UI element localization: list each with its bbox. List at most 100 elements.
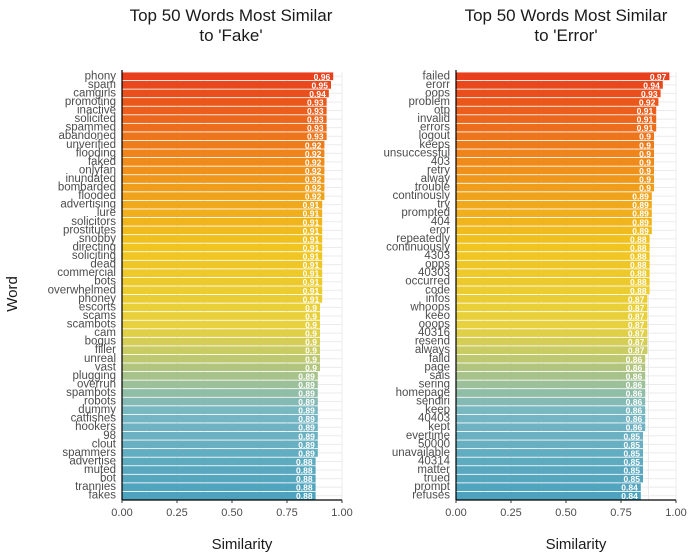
x-axis-label: Similarity (212, 536, 273, 553)
bar-plugging (122, 372, 318, 380)
category-label: spam (88, 79, 116, 91)
bar-50000 (456, 440, 643, 449)
bar-refuses (456, 491, 641, 500)
category-label: kept (428, 421, 451, 433)
bar-lure (122, 209, 323, 218)
category-label: overwhelmed (48, 284, 116, 296)
value-label: 0.88 (296, 466, 313, 476)
bar-phoney (122, 294, 323, 303)
category-label: prompt (414, 481, 451, 493)
value-label: 0.87 (628, 329, 645, 339)
category-label: sering (419, 378, 450, 390)
category-label: otp (434, 105, 450, 117)
category-label: invalid (417, 113, 450, 125)
value-label: 0.88 (630, 252, 647, 262)
value-label: 0.91 (303, 217, 320, 227)
value-label: 0.85 (623, 440, 640, 450)
value-label: 0.88 (296, 483, 313, 493)
category-label: 40403 (418, 413, 450, 425)
category-label: commercial (57, 267, 116, 279)
bar-keeo (456, 312, 648, 320)
bar-muted (122, 466, 316, 474)
x-tick-label: 0.50 (555, 507, 576, 519)
category-label: bots (94, 276, 116, 288)
category-label: camgirls (73, 87, 116, 99)
category-label: homepage (396, 387, 450, 399)
category-label: resend (415, 336, 450, 348)
bar-directing (122, 243, 323, 252)
x-tick-label: 0.75 (610, 507, 631, 519)
chart-title: to 'Fake' (199, 26, 262, 45)
bar-dummy (122, 406, 318, 414)
category-label: robots (84, 396, 116, 408)
category-label: bogus (85, 336, 117, 348)
bar-promoting (122, 98, 327, 106)
bar-flooding (122, 149, 325, 158)
category-label: ooops (419, 319, 451, 331)
value-label: 0.95 (311, 80, 328, 90)
bar-evertime (456, 431, 643, 440)
value-label: 0.89 (298, 448, 315, 458)
value-label: 0.85 (623, 457, 640, 467)
value-label: 0.9 (305, 329, 317, 339)
value-label: 0.89 (632, 226, 649, 236)
category-label: 40314 (418, 455, 451, 467)
category-label: failed (423, 70, 451, 82)
value-label: 0.88 (630, 243, 647, 253)
value-label: 0.89 (298, 406, 315, 416)
bar-abandoned (122, 132, 327, 141)
category-label: lure (97, 207, 116, 219)
value-label: 0.86 (626, 354, 643, 364)
category-label: clout (92, 438, 117, 450)
value-label: 0.92 (305, 175, 322, 185)
value-label: 0.9 (305, 311, 317, 321)
x-tick-label: 1.00 (665, 507, 686, 519)
bar-escorts (122, 303, 320, 312)
bar-trannies (122, 483, 316, 492)
category-label: sais (430, 370, 451, 382)
bar-40316 (456, 329, 648, 337)
value-label: 0.91 (637, 123, 654, 133)
bar-otp (456, 106, 657, 115)
bar-bot (122, 474, 316, 483)
category-label: keeo (425, 310, 450, 322)
value-label: 0.87 (628, 303, 645, 313)
category-label: inundated (65, 173, 116, 185)
value-label: 0.87 (628, 294, 645, 304)
chart-title: Top 50 Words Most Similar (465, 6, 668, 25)
value-label: 0.85 (623, 448, 640, 458)
x-tick-label: 0.50 (221, 507, 242, 519)
category-label: hookers (75, 421, 116, 433)
category-label: continously (392, 190, 450, 202)
bar-try (456, 200, 652, 209)
bar-keeps (456, 140, 654, 149)
bar-matter (456, 466, 643, 474)
category-label: plugging (73, 370, 116, 382)
value-label: 0.86 (626, 414, 643, 424)
bar-erorr (456, 80, 663, 89)
bar-40314 (456, 457, 643, 466)
category-label: alway (421, 173, 451, 185)
value-label: 0.92 (305, 192, 322, 202)
category-label: spambots (66, 387, 116, 399)
category-label: spammers (62, 447, 116, 459)
bar-keep (456, 406, 646, 414)
bar-ooops (456, 320, 648, 329)
category-label: advertise (69, 455, 116, 467)
bar-unverified (122, 140, 325, 149)
value-label: 0.91 (303, 243, 320, 253)
value-label: 0.91 (303, 252, 320, 262)
value-label: 0.91 (303, 200, 320, 210)
bar-98 (122, 431, 318, 440)
value-label: 0.89 (632, 209, 649, 219)
value-label: 0.87 (628, 346, 645, 356)
bar-spam (122, 80, 331, 89)
value-label: 0.85 (623, 431, 640, 441)
bar-hookers (122, 423, 318, 432)
category-label: repeatedly (396, 233, 450, 245)
bar-trouble (456, 183, 654, 192)
bar-retry (456, 166, 654, 175)
category-label: unavailable (392, 447, 450, 459)
value-label: 0.85 (623, 474, 640, 484)
bar-spambots (122, 389, 318, 397)
